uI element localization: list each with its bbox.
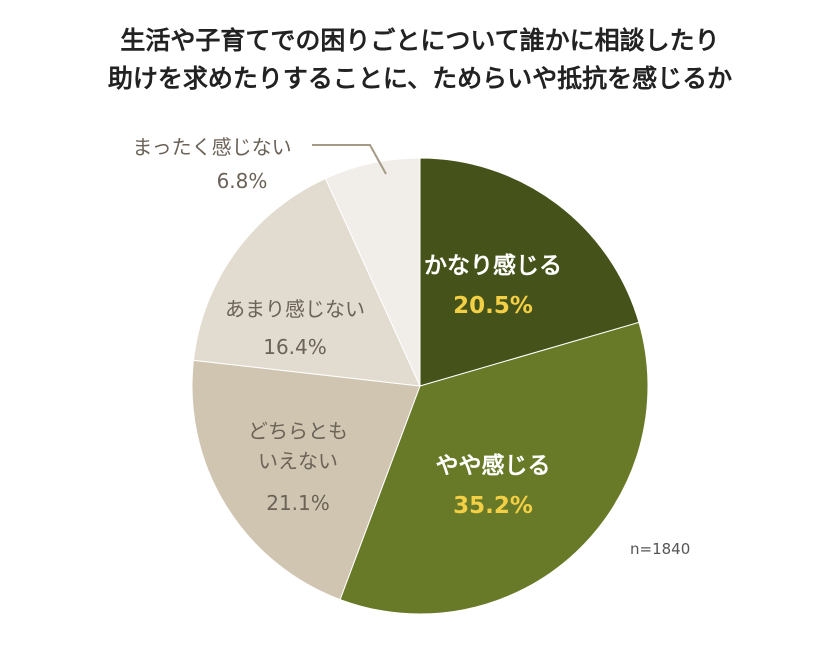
sample-size: n=1840 [630,540,691,558]
pie-slice-3 [191,359,421,601]
slice-value: 35.2% [453,493,533,519]
slice-name-line-1: どちらとも [248,419,348,443]
slice-value: 21.1% [266,491,330,515]
slice-value: 16.4% [263,335,327,359]
slice-label-mattaku: まったく感じない 6.8% [132,130,291,198]
slice-label-dochira: どちらとも いえない 21.1% [248,416,348,518]
leader-line [312,144,387,175]
slice-value: 6.8% [216,169,268,193]
chart-title-line-1: 生活や子育てでの困りごとについて誰かに相談したり [120,26,720,55]
slice-label-amari: あまり感じない 16.4% [225,290,365,366]
slice-name: あまり感じない [225,297,365,321]
slice-label-kanari: かなり感じる 20.5% [424,246,562,326]
slice-value: 20.5% [453,293,533,319]
slice-name: かなり感じる [424,253,562,279]
slice-name-line-2: いえない [258,449,338,473]
slice-name: まったく感じない [132,135,292,159]
pie-slice-5 [324,157,421,387]
chart-title: 生活や子育てでの困りごとについて誰かに相談したり 助けを求めたりすることに、ため… [0,22,840,98]
slice-label-yaya: やや感じる 35.2% [436,446,551,526]
pie-slice-4 [192,177,421,387]
slice-name: やや感じる [435,453,551,479]
pie-slice-1 [419,157,640,387]
chart-title-line-2: 助けを求めたりすることに、ためらいや抵抗を感じるか [107,64,733,93]
